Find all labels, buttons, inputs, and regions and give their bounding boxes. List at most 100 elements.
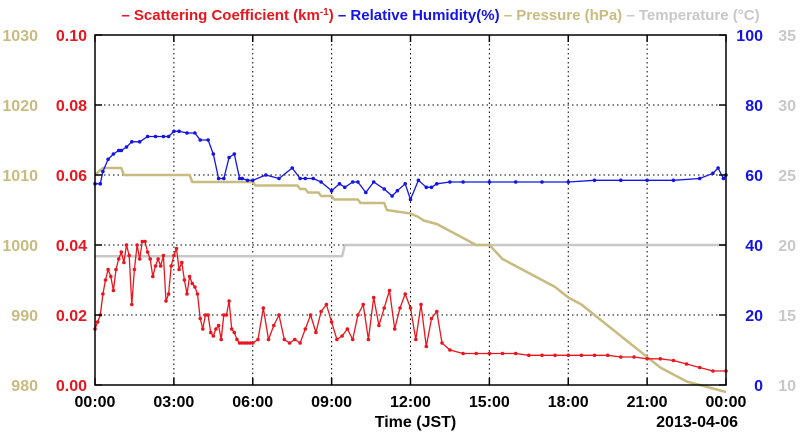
scattering-data-point bbox=[350, 337, 355, 342]
pressure-axis-tick-label: 990 bbox=[11, 308, 38, 325]
scattering-data-point bbox=[130, 302, 134, 307]
humidity-data-point bbox=[364, 190, 368, 195]
scattering-data-point bbox=[208, 330, 213, 335]
humidity-data-point bbox=[298, 176, 302, 181]
humidity-data-point bbox=[711, 171, 715, 176]
scattering-data-point bbox=[308, 313, 313, 317]
humidity-data-point bbox=[277, 176, 281, 181]
x-tick-label: 15:00 bbox=[469, 394, 510, 411]
scattering-data-point bbox=[408, 306, 413, 310]
scattering-data-point bbox=[158, 264, 163, 268]
scattering-data-point bbox=[293, 337, 297, 342]
humidity-data-point bbox=[592, 178, 597, 183]
humidity-data-point bbox=[371, 180, 376, 184]
humidity-data-point bbox=[424, 185, 429, 190]
scattering-data-point bbox=[203, 313, 208, 317]
humidity-data-point bbox=[337, 182, 342, 186]
humidity-data-point bbox=[513, 180, 518, 184]
x-tick-label: 00:00 bbox=[75, 394, 116, 411]
humidity-data-point bbox=[619, 178, 623, 183]
scattering-data-point bbox=[697, 365, 702, 370]
humidity-data-point bbox=[137, 140, 142, 144]
scattering-data-point bbox=[101, 292, 105, 296]
humidity-axis-tick-label: 0 bbox=[754, 378, 763, 395]
scattering-data-point bbox=[95, 320, 100, 324]
humidity-data-point bbox=[448, 180, 452, 184]
humidity-data-point bbox=[251, 178, 255, 183]
x-tick-label: 18:00 bbox=[548, 394, 589, 411]
humidity-data-point bbox=[161, 134, 166, 139]
temperature-axis-tick-label: 20 bbox=[778, 238, 796, 255]
humidity-data-point bbox=[98, 182, 103, 186]
scattering-axis-tick-label: 0.02 bbox=[56, 308, 87, 325]
humidity-data-point bbox=[216, 176, 221, 181]
scattering-data-point bbox=[116, 257, 121, 261]
humidity-data-point bbox=[429, 185, 434, 190]
chart-axes-layer: 00:00 03:00 06:00 09:00 12:00 15:00 18:00 21:00… bbox=[2, 28, 796, 411]
scattering-data-point bbox=[137, 257, 142, 261]
scattering-data-point bbox=[185, 292, 189, 296]
scattering-data-point bbox=[658, 357, 663, 361]
scattering-data-point bbox=[198, 316, 202, 321]
scattering-data-point bbox=[240, 341, 244, 345]
scattering-data-point bbox=[140, 239, 145, 244]
scattering-data-point bbox=[461, 351, 465, 356]
humidity-data-point bbox=[566, 180, 571, 184]
scattering-data-point bbox=[232, 330, 237, 335]
scattering-data-point bbox=[314, 330, 318, 335]
humidity-data-point bbox=[311, 176, 316, 181]
pressure-axis-tick-label: 1020 bbox=[2, 98, 38, 115]
humidity-data-point bbox=[227, 155, 231, 160]
scattering-data-point bbox=[235, 337, 239, 342]
scattering-data-point bbox=[340, 334, 344, 338]
scattering-data-point bbox=[172, 253, 176, 258]
temperature-axis-tick-label: 35 bbox=[778, 28, 796, 45]
scattering-data-point bbox=[619, 355, 623, 359]
scattering-data-point bbox=[277, 313, 281, 317]
temperature-axis-tick-label: 15 bbox=[778, 308, 796, 325]
scattering-axis-tick-label: 0.06 bbox=[56, 168, 87, 185]
scattering-data-point bbox=[335, 337, 339, 342]
legend-item-temperature: – Temperature (°C) bbox=[622, 7, 759, 24]
humidity-data-point bbox=[206, 138, 210, 142]
scattering-data-point bbox=[440, 341, 444, 345]
humidity-data-point bbox=[671, 178, 676, 183]
x-tick-label: 03:00 bbox=[153, 394, 194, 411]
humidity-data-point bbox=[111, 152, 116, 156]
humidity-data-point bbox=[290, 166, 295, 170]
scattering-data-point bbox=[109, 274, 113, 279]
humidity-axis-tick-label: 100 bbox=[736, 28, 763, 45]
scattering-data-point bbox=[711, 369, 715, 373]
scattering-data-point bbox=[329, 320, 334, 324]
scattering-data-point bbox=[248, 341, 252, 345]
scattering-data-point bbox=[169, 264, 173, 268]
humidity-data-point bbox=[172, 129, 176, 134]
scattering-data-point bbox=[671, 358, 676, 363]
scattering-data-point bbox=[424, 344, 429, 349]
chart-grid bbox=[95, 35, 726, 385]
scattering-data-point bbox=[429, 316, 434, 321]
scattering-data-point bbox=[143, 239, 147, 244]
humidity-data-point bbox=[145, 134, 150, 139]
scattering-data-point bbox=[632, 355, 636, 359]
humidity-data-point bbox=[721, 176, 726, 181]
scattering-data-point bbox=[224, 313, 229, 317]
scattering-data-point bbox=[605, 353, 610, 358]
scattering-data-point bbox=[513, 351, 518, 356]
humidity-data-point bbox=[303, 176, 308, 181]
scattering-data-point bbox=[345, 327, 350, 331]
scattering-data-point bbox=[174, 246, 179, 251]
humidity-axis-tick-label: 40 bbox=[745, 238, 763, 255]
humidity-axis-tick-label: 80 bbox=[745, 98, 763, 115]
pressure-axis-tick-label: 1010 bbox=[2, 168, 38, 185]
humidity-data-point bbox=[645, 178, 649, 183]
legend-suffix: ) bbox=[329, 7, 334, 24]
scattering-data-point bbox=[540, 353, 544, 358]
scattering-data-point bbox=[243, 341, 247, 345]
humidity-data-point bbox=[166, 134, 171, 139]
humidity-data-point bbox=[153, 134, 158, 139]
humidity-data-point bbox=[390, 194, 394, 198]
scattering-data-point bbox=[414, 337, 418, 342]
humidity-data-point bbox=[245, 178, 250, 183]
